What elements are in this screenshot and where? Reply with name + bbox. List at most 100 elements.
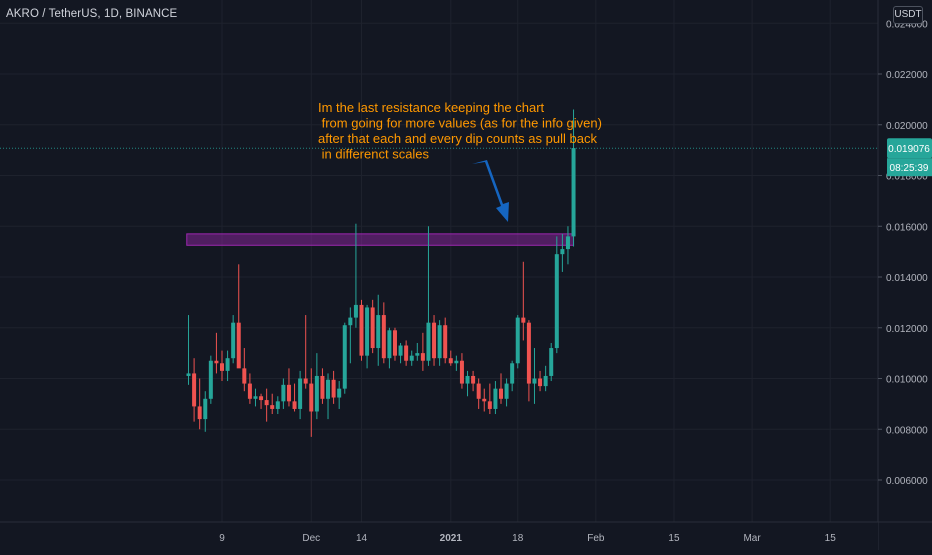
candle-body — [487, 401, 492, 409]
candle-body — [398, 345, 403, 356]
candle-body — [331, 379, 336, 398]
y-tick-label: 0.010000 — [886, 375, 928, 386]
y-tick-label: 0.008000 — [886, 425, 928, 436]
grid — [0, 0, 878, 522]
annotation: Im the last resistance keeping the chart… — [318, 100, 602, 222]
candle — [292, 383, 297, 412]
candle — [454, 355, 459, 371]
candle-body — [365, 307, 370, 356]
candle — [521, 261, 526, 341]
annotation-line: from going for more values (as for the i… — [318, 116, 602, 131]
candle — [493, 381, 498, 415]
annotation-line: Im the last resistance keeping the chart — [318, 100, 545, 115]
candle — [532, 348, 537, 404]
candle — [208, 355, 213, 404]
candle — [526, 320, 531, 402]
y-tick-label: 0.020000 — [886, 121, 928, 132]
candle — [331, 370, 336, 404]
candle — [365, 304, 370, 369]
candle — [220, 350, 224, 382]
candle — [337, 381, 342, 409]
candle — [326, 373, 331, 420]
last-price-label: 0.019076 08:25:39 — [887, 138, 932, 177]
candle — [270, 393, 275, 415]
candle-body — [521, 317, 526, 323]
resistance-zone — [186, 233, 575, 246]
candle-body — [353, 304, 358, 318]
candle — [214, 332, 219, 374]
symbol-title: AKRO / TetherUS, 1D, BINANCE — [6, 8, 178, 20]
candle — [186, 315, 191, 385]
y-tick-label: 0.024000 — [886, 19, 928, 30]
candle-body — [197, 406, 202, 420]
candle — [515, 315, 520, 369]
currency-badge[interactable]: USDT — [893, 6, 923, 24]
countdown-box — [887, 158, 932, 177]
candle-body — [448, 358, 453, 364]
candle — [309, 368, 314, 437]
candle-body — [337, 388, 342, 398]
candle — [281, 378, 286, 409]
candle-body — [454, 360, 459, 364]
candle — [225, 350, 230, 382]
candle — [459, 353, 464, 389]
candle — [565, 226, 570, 265]
candle-body — [264, 400, 269, 406]
candle-body — [565, 236, 570, 250]
candle-body — [560, 249, 565, 255]
candle — [376, 294, 381, 366]
arrow-icon — [472, 160, 509, 222]
candle — [476, 378, 481, 409]
candle — [387, 327, 392, 369]
candle — [286, 368, 291, 407]
candle — [348, 307, 353, 364]
candle-body — [247, 383, 252, 399]
candle — [437, 320, 442, 366]
candle-body — [549, 348, 554, 376]
candle-body — [437, 325, 442, 359]
resistance-zone-layer — [186, 233, 575, 246]
y-tick-label: 0.016000 — [886, 222, 928, 233]
candle-body — [236, 322, 241, 369]
candle-body — [342, 325, 347, 389]
candle — [538, 370, 543, 392]
candle-body — [482, 398, 487, 402]
y-tick-label: 0.018000 — [886, 172, 928, 183]
candle-body — [409, 355, 414, 361]
candle-body — [420, 353, 425, 361]
candle-body — [392, 330, 397, 356]
candle-body — [192, 373, 197, 407]
candle-body — [543, 375, 548, 387]
candle-body — [259, 396, 264, 401]
candle-body — [510, 363, 515, 384]
candle — [314, 353, 319, 420]
candle-body — [459, 360, 464, 384]
x-tick-label: 15 — [668, 533, 680, 544]
last-price-box — [887, 138, 932, 159]
price-axis-bg — [878, 0, 932, 550]
y-tick-label: 0.006000 — [886, 476, 928, 487]
candle — [247, 373, 252, 404]
candle — [259, 393, 264, 409]
candle-body — [270, 405, 275, 409]
candle-body — [443, 325, 448, 359]
annotation-text: Im the last resistance keeping the chart… — [318, 100, 602, 162]
candles — [186, 109, 576, 437]
candle — [298, 370, 303, 420]
candle-body — [493, 388, 498, 409]
candle — [560, 233, 565, 272]
candle-body — [281, 384, 286, 402]
x-tick-label: 14 — [356, 533, 368, 544]
candle — [554, 236, 559, 354]
candle-body — [476, 383, 481, 399]
candle-body — [554, 254, 559, 349]
x-tick-label: 2021 — [440, 533, 463, 544]
candle — [264, 388, 269, 422]
candle-body — [309, 383, 314, 412]
candle-body — [526, 322, 531, 384]
candle-body — [275, 401, 280, 409]
candle-body — [320, 375, 325, 399]
